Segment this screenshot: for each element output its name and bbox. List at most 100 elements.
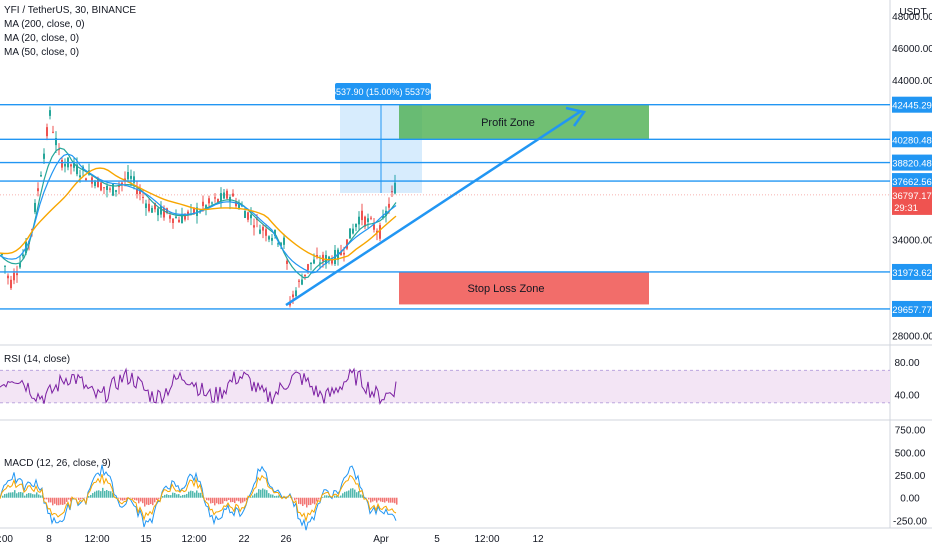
candle-body	[76, 164, 78, 175]
candle-body	[64, 163, 66, 167]
macd-histogram-bar	[294, 497, 296, 501]
macd-histogram-bar	[388, 497, 390, 503]
macd-histogram-bar	[118, 497, 120, 499]
macd-histogram-bar	[12, 492, 14, 498]
macd-histogram-bar	[254, 493, 256, 498]
macd-histogram-bar	[182, 494, 184, 498]
candle-body	[115, 190, 117, 192]
candle-body	[112, 184, 114, 196]
profit-zone	[399, 104, 649, 140]
price-tick: 46000.00	[892, 44, 932, 55]
macd-histogram-bar	[308, 497, 310, 506]
candle-body	[208, 198, 210, 204]
macd-histogram-bar	[80, 497, 82, 500]
level-badge-text: 37662.56	[892, 177, 932, 188]
macd-histogram-bar	[346, 491, 348, 498]
macd-histogram-bar	[112, 493, 114, 498]
macd-histogram-bar	[104, 490, 106, 498]
macd-histogram-bar	[266, 490, 268, 498]
candle-body	[187, 211, 189, 216]
macd-tick: -250.00	[893, 516, 927, 527]
candle-body	[379, 225, 381, 239]
candle-body	[247, 212, 249, 220]
candle-body	[52, 131, 54, 133]
macd-tick: 750.00	[895, 426, 926, 437]
macd-histogram-bar	[354, 489, 356, 498]
macd-histogram-bar	[172, 492, 174, 498]
candle-body	[226, 190, 228, 199]
macd-histogram-bar	[348, 490, 350, 498]
drawing-overlay: 5537.90 (15.00%) 553790 Profit Zone Stop L…	[0, 83, 890, 310]
macd-histogram-bar	[68, 497, 70, 500]
indicator-ma50[interactable]: MA (50, close, 0)	[4, 47, 80, 58]
profit-zone-label: Profit Zone	[481, 117, 535, 129]
ma50-line	[0, 167, 397, 261]
macd-histogram-bar	[260, 489, 262, 498]
macd-histogram-bar	[126, 497, 128, 500]
macd-histogram-bar	[62, 497, 64, 505]
price-tick: 44000.00	[892, 76, 932, 87]
macd-histogram-bar	[48, 497, 50, 503]
candle-body	[103, 187, 105, 189]
macd-histogram-bar	[240, 497, 242, 504]
indicator-ma20[interactable]: MA (20, close, 0)	[4, 33, 80, 44]
candle-body	[394, 182, 396, 194]
macd-histogram-bar	[370, 497, 372, 503]
candle-body	[229, 196, 231, 202]
macd-histogram-bar	[28, 493, 30, 498]
candles	[1, 106, 396, 308]
macd-label[interactable]: MACD (12, 26, close, 9)	[4, 458, 111, 469]
candle-body	[37, 188, 39, 192]
candle-body	[10, 279, 12, 289]
level-badge	[892, 96, 932, 113]
macd-histogram-bar	[390, 497, 392, 503]
candle-body	[40, 175, 42, 177]
macd-histogram-bar	[312, 497, 314, 504]
time-tick: 15	[140, 534, 152, 545]
macd-histogram-bar	[144, 497, 146, 507]
time-tick: 8	[46, 534, 52, 545]
macd-histogram-bar	[250, 496, 252, 498]
candle-body	[1, 254, 3, 256]
macd-histogram-bar	[70, 497, 72, 502]
candle-body	[178, 219, 180, 223]
indicator-ma200[interactable]: MA (200, close, 0)	[4, 19, 85, 30]
candle-body	[148, 203, 150, 212]
symbol-title[interactable]: YFI / TetherUS, 30, BINANCE	[4, 5, 137, 16]
candle-body	[295, 290, 297, 297]
macd-histogram-bar	[392, 497, 394, 503]
candle-body	[286, 260, 288, 264]
macd-histogram-bar	[342, 493, 344, 498]
candle-body	[322, 254, 324, 262]
macd-histogram-bar	[176, 494, 178, 498]
macd-histogram-bar	[140, 497, 142, 502]
macd-histogram-bar	[190, 490, 192, 498]
candle-body	[346, 239, 348, 249]
price-axis-currency: USDT	[899, 7, 926, 18]
macd-histogram-bar	[58, 497, 60, 506]
macd-histogram-bar	[30, 493, 32, 498]
macd-histogram-bar	[82, 497, 84, 499]
candle-body	[163, 208, 165, 218]
rsi-label[interactable]: RSI (14, close)	[4, 354, 71, 365]
macd-histogram-bar	[138, 497, 140, 504]
candle-body	[310, 262, 312, 265]
macd-histogram-bar	[184, 494, 186, 498]
macd-histogram-bar	[50, 497, 52, 503]
price-axis[interactable]: 42445.29 40280.48 38820.48 37662.56 31973.62…	[0, 7, 932, 545]
macd-histogram-bar	[46, 497, 48, 500]
rsi-tick: 80.00	[894, 358, 919, 369]
macd-histogram-bar	[96, 490, 98, 498]
macd-histogram-bar	[374, 497, 376, 501]
macd-histogram-bar	[384, 497, 386, 503]
candle-body	[4, 265, 6, 267]
candle-body	[328, 256, 330, 261]
candle-body	[355, 223, 357, 228]
candle-body	[340, 251, 342, 256]
macd-histogram-bar	[38, 494, 40, 498]
time-tick: :00	[0, 534, 13, 545]
macd-histogram-bar	[252, 495, 254, 498]
candle-body	[154, 202, 156, 210]
macd-histogram-bar	[258, 489, 260, 498]
